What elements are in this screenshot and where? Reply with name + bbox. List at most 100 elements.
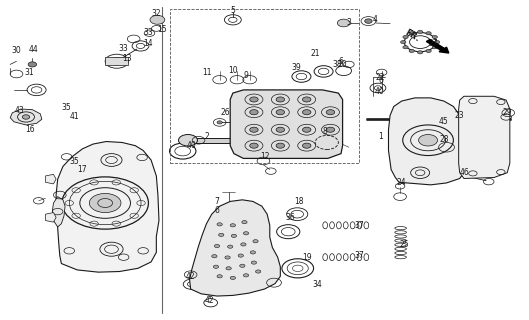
Text: 24: 24	[397, 178, 406, 187]
Text: 23: 23	[455, 111, 464, 120]
Circle shape	[225, 256, 230, 259]
Circle shape	[150, 15, 165, 24]
Text: 20: 20	[338, 60, 348, 69]
Text: 28: 28	[439, 135, 449, 144]
Text: 42: 42	[204, 296, 214, 305]
Text: 15: 15	[157, 25, 167, 34]
Circle shape	[326, 127, 335, 132]
Text: 18: 18	[294, 197, 304, 206]
Text: 26: 26	[220, 108, 230, 117]
Circle shape	[218, 233, 224, 236]
Circle shape	[326, 110, 335, 115]
Text: 6: 6	[378, 76, 383, 85]
Bar	[105, 57, 129, 65]
Circle shape	[365, 19, 372, 23]
Text: 33: 33	[143, 28, 153, 37]
Text: 40: 40	[375, 87, 385, 96]
Text: 12: 12	[260, 152, 269, 161]
Text: 19: 19	[302, 253, 312, 262]
Text: 44: 44	[29, 44, 38, 54]
Circle shape	[426, 32, 431, 35]
Circle shape	[240, 264, 245, 268]
Text: 6: 6	[215, 206, 220, 215]
Text: 35: 35	[70, 157, 79, 166]
Circle shape	[217, 121, 222, 124]
Circle shape	[230, 276, 235, 279]
Text: 34: 34	[313, 280, 322, 289]
Polygon shape	[459, 96, 510, 179]
Circle shape	[276, 97, 285, 102]
Text: 39: 39	[291, 63, 301, 72]
Text: 6: 6	[339, 57, 343, 66]
Text: 16: 16	[25, 125, 34, 134]
Circle shape	[276, 110, 285, 115]
Circle shape	[432, 36, 437, 39]
Circle shape	[230, 224, 235, 227]
Circle shape	[400, 41, 406, 44]
Circle shape	[243, 274, 249, 277]
Circle shape	[303, 143, 311, 148]
Circle shape	[241, 243, 246, 246]
Circle shape	[217, 275, 222, 278]
Circle shape	[303, 110, 311, 115]
Circle shape	[227, 245, 233, 248]
Text: 41: 41	[70, 113, 79, 122]
Circle shape	[250, 251, 256, 254]
Text: 22: 22	[376, 73, 385, 82]
Circle shape	[276, 127, 285, 132]
Text: 9: 9	[243, 71, 249, 80]
Circle shape	[417, 51, 423, 54]
Circle shape	[409, 49, 414, 52]
Text: 40: 40	[187, 141, 197, 150]
Circle shape	[89, 194, 121, 212]
Circle shape	[432, 46, 437, 49]
Text: FR.: FR.	[403, 28, 421, 44]
Polygon shape	[10, 109, 42, 125]
Text: 1: 1	[378, 132, 383, 140]
Text: 7: 7	[215, 197, 220, 206]
Text: 38: 38	[333, 60, 342, 69]
Polygon shape	[56, 141, 159, 272]
Text: 46: 46	[460, 168, 470, 177]
Text: 11: 11	[202, 68, 211, 77]
Circle shape	[256, 270, 261, 273]
Circle shape	[231, 234, 236, 237]
Circle shape	[238, 254, 243, 257]
Circle shape	[250, 97, 258, 102]
Text: 35: 35	[62, 103, 71, 112]
Text: 37: 37	[354, 221, 364, 230]
Circle shape	[303, 127, 311, 132]
Circle shape	[22, 115, 30, 119]
Polygon shape	[52, 197, 65, 227]
Circle shape	[338, 19, 350, 27]
Circle shape	[250, 127, 258, 132]
Circle shape	[251, 261, 257, 264]
Text: 32: 32	[151, 9, 161, 18]
Circle shape	[213, 265, 218, 268]
Circle shape	[403, 46, 408, 49]
Polygon shape	[45, 212, 56, 222]
Circle shape	[242, 220, 247, 224]
FancyArrow shape	[426, 39, 449, 53]
Circle shape	[409, 32, 414, 35]
Text: 45: 45	[439, 117, 449, 126]
Text: 4: 4	[373, 15, 378, 24]
Text: 27: 27	[428, 39, 438, 48]
Text: 21: 21	[311, 49, 321, 58]
Text: 14: 14	[143, 39, 153, 48]
Circle shape	[426, 49, 431, 52]
Circle shape	[276, 143, 285, 148]
Text: 2: 2	[204, 132, 209, 140]
Bar	[185, 138, 243, 143]
Text: 31: 31	[25, 68, 34, 77]
Text: 37: 37	[354, 251, 364, 260]
Circle shape	[418, 134, 437, 146]
Text: 42: 42	[186, 272, 195, 281]
Circle shape	[253, 240, 258, 243]
Circle shape	[434, 41, 440, 44]
Circle shape	[178, 134, 197, 146]
Text: 8: 8	[323, 127, 327, 136]
Text: 36: 36	[285, 213, 295, 222]
Text: 43: 43	[14, 106, 24, 115]
Text: 33: 33	[118, 44, 129, 53]
